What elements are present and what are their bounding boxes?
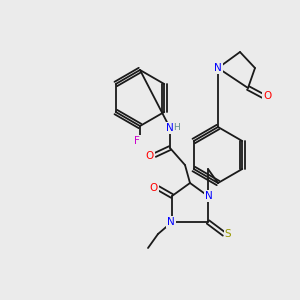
Text: O: O	[263, 91, 271, 101]
Text: H: H	[174, 122, 180, 131]
Text: N: N	[166, 123, 174, 133]
Text: N: N	[167, 217, 175, 227]
Text: O: O	[150, 183, 158, 193]
Text: O: O	[146, 151, 154, 161]
Text: F: F	[134, 136, 140, 146]
Text: S: S	[225, 229, 231, 239]
Text: N: N	[214, 63, 222, 73]
Text: N: N	[205, 191, 213, 201]
